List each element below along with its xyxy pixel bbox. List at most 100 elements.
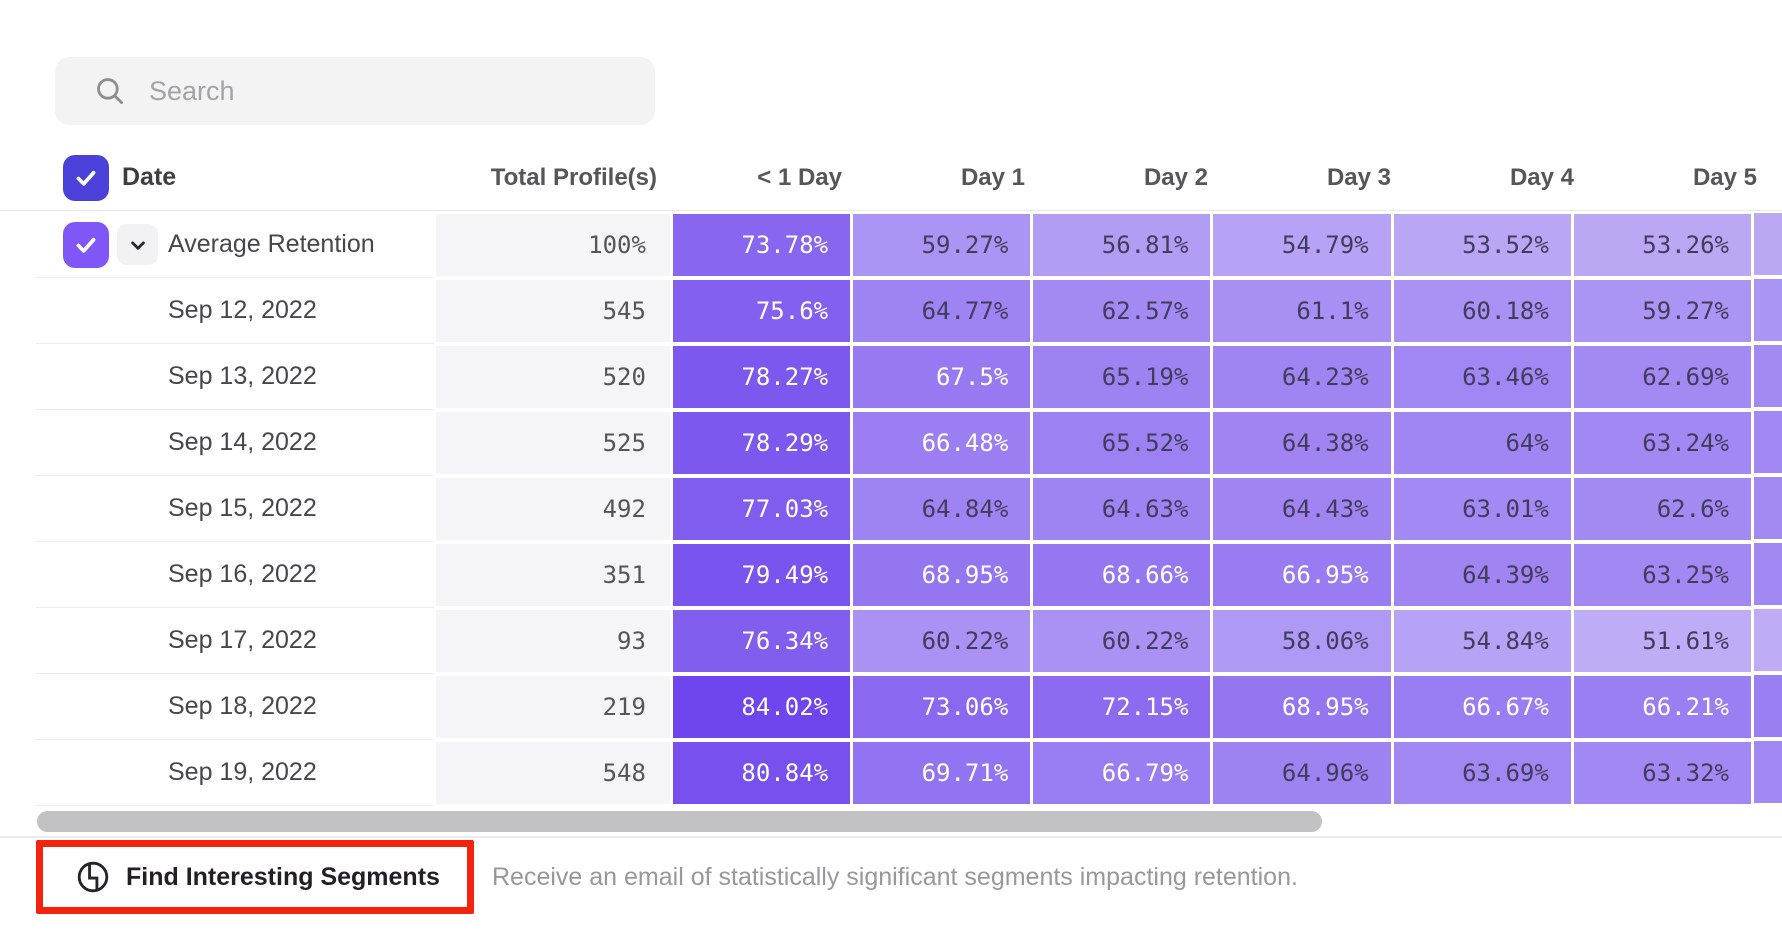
retention-cell[interactable]: 68.95%	[853, 544, 1031, 606]
total-profiles-cell: 548	[434, 740, 671, 806]
retention-cell[interactable]: 73.06%	[853, 676, 1031, 738]
expand-collapse-button[interactable]	[117, 224, 158, 265]
retention-cell[interactable]: 64.96%	[1213, 742, 1391, 804]
retention-cell[interactable]: 63.46%	[1393, 346, 1571, 408]
retention-cell[interactable]: 79.49%	[672, 544, 851, 606]
retention-cell[interactable]: 63.01%	[1393, 478, 1571, 540]
row-label: Sep 16, 2022	[168, 560, 317, 588]
retention-cell-wrap: 64.63%	[1032, 476, 1212, 542]
retention-cell[interactable]: 75.6%	[672, 280, 851, 342]
retention-cell[interactable]: 78.27%	[672, 346, 851, 408]
retention-cell[interactable]: 54.84%	[1393, 610, 1571, 672]
retention-cell[interactable]: 59.27%	[1573, 280, 1751, 342]
retention-cell[interactable]: 59.27%	[853, 214, 1031, 276]
partial-retention-cell[interactable]	[1753, 675, 1782, 737]
retention-cell[interactable]: 76.34%	[672, 610, 851, 672]
retention-cell-wrap: 68.95%	[1212, 674, 1392, 740]
retention-cell[interactable]: 63.32%	[1573, 742, 1751, 804]
retention-cell-wrap: 60.22%	[1032, 608, 1212, 674]
row-label-cell[interactable]: Sep 17, 2022	[36, 608, 435, 674]
retention-cell-wrap: 64%	[1392, 410, 1572, 476]
retention-cell[interactable]: 56.81%	[1033, 214, 1211, 276]
retention-cell[interactable]: 66.48%	[853, 412, 1031, 474]
retention-cell-wrap: 63.25%	[1572, 542, 1752, 608]
retention-cell[interactable]: 67.5%	[853, 346, 1031, 408]
retention-cell[interactable]: 63.69%	[1393, 742, 1571, 804]
row-label-cell[interactable]: Sep 16, 2022	[36, 542, 435, 608]
partial-retention-cell[interactable]	[1753, 543, 1782, 605]
retention-cell-wrap: 78.29%	[671, 410, 851, 476]
total-profiles-value: 100%	[435, 214, 670, 276]
retention-cell[interactable]: 53.26%	[1573, 214, 1751, 276]
retention-cell-wrap: 73.06%	[852, 674, 1032, 740]
retention-cell-wrap: 59.27%	[1572, 278, 1752, 344]
retention-cell[interactable]: 64%	[1393, 412, 1571, 474]
retention-cell[interactable]: 62.69%	[1573, 346, 1751, 408]
retention-cell-wrap: 58.06%	[1212, 608, 1392, 674]
retention-cell[interactable]: 62.57%	[1033, 280, 1211, 342]
retention-cell-wrap: 64.84%	[852, 476, 1032, 542]
row-label-cell[interactable]: Sep 15, 2022	[36, 476, 435, 542]
retention-cell[interactable]: 51.61%	[1573, 610, 1751, 672]
row-checkbox[interactable]	[63, 221, 109, 268]
retention-cell[interactable]: 60.22%	[1033, 610, 1211, 672]
retention-cell[interactable]: 63.24%	[1573, 412, 1751, 474]
retention-cell-wrap: 54.79%	[1212, 212, 1392, 278]
retention-cell[interactable]: 53.52%	[1393, 214, 1571, 276]
retention-cell[interactable]: 65.52%	[1033, 412, 1211, 474]
retention-cell[interactable]: 63.25%	[1573, 544, 1751, 606]
search-input[interactable]	[147, 74, 631, 108]
row-label-cell[interactable]: Average Retention	[36, 212, 435, 278]
retention-cell-wrap: 60.18%	[1392, 278, 1572, 344]
retention-cell[interactable]: 62.6%	[1573, 478, 1751, 540]
retention-cell[interactable]: 66.21%	[1573, 676, 1751, 738]
day-column-header: Day 4	[1509, 163, 1574, 191]
retention-cell[interactable]: 80.84%	[672, 742, 851, 804]
find-interesting-segments-button[interactable]: Find Interesting Segments	[43, 859, 440, 895]
retention-cell[interactable]: 64.38%	[1213, 412, 1391, 474]
row-label-cell[interactable]: Sep 18, 2022	[36, 674, 435, 740]
retention-cell[interactable]: 64.43%	[1213, 478, 1391, 540]
retention-cell[interactable]: 68.95%	[1213, 676, 1391, 738]
retention-cell[interactable]: 69.71%	[853, 742, 1031, 804]
select-all-checkbox[interactable]	[63, 154, 109, 201]
retention-cell[interactable]: 73.78%	[672, 214, 851, 276]
scrollbar-thumb[interactable]	[37, 811, 1322, 832]
retention-cell[interactable]: 77.03%	[672, 478, 851, 540]
retention-cell[interactable]: 72.15%	[1033, 676, 1211, 738]
row-label: Sep 12, 2022	[168, 296, 317, 324]
retention-cell[interactable]: 84.02%	[672, 676, 851, 738]
row-label-cell[interactable]: Sep 13, 2022	[36, 344, 435, 410]
row-label-cell[interactable]: Sep 19, 2022	[36, 740, 435, 806]
retention-cell-wrap: 78.27%	[671, 344, 851, 410]
retention-cell-wrap: 61.1%	[1212, 278, 1392, 344]
retention-cell[interactable]: 60.22%	[853, 610, 1031, 672]
retention-cell[interactable]: 66.95%	[1213, 544, 1391, 606]
partial-retention-cell[interactable]	[1753, 213, 1782, 275]
row-label-cell[interactable]: Sep 12, 2022	[36, 278, 435, 344]
partial-retention-cell[interactable]	[1753, 477, 1782, 539]
partial-retention-cell[interactable]	[1753, 411, 1782, 473]
retention-cell[interactable]: 61.1%	[1213, 280, 1391, 342]
retention-cell[interactable]: 54.79%	[1213, 214, 1391, 276]
retention-cell[interactable]: 78.29%	[672, 412, 851, 474]
retention-cell[interactable]: 64.77%	[853, 280, 1031, 342]
chevron-down-icon	[130, 240, 145, 250]
retention-cell[interactable]: 58.06%	[1213, 610, 1391, 672]
retention-cell[interactable]: 68.66%	[1033, 544, 1211, 606]
partial-retention-cell[interactable]	[1753, 345, 1782, 407]
retention-cell[interactable]: 66.67%	[1393, 676, 1571, 738]
retention-cell[interactable]: 64.39%	[1393, 544, 1571, 606]
partial-retention-cell[interactable]	[1753, 279, 1782, 341]
partial-retention-cell[interactable]	[1753, 609, 1782, 671]
retention-cell[interactable]: 64.84%	[853, 478, 1031, 540]
retention-cell[interactable]: 60.18%	[1393, 280, 1571, 342]
row-label-cell[interactable]: Sep 14, 2022	[36, 410, 435, 476]
retention-cell[interactable]: 64.63%	[1033, 478, 1211, 540]
retention-cell[interactable]: 66.79%	[1033, 742, 1211, 804]
retention-cell[interactable]: 64.23%	[1213, 346, 1391, 408]
retention-cell[interactable]: 65.19%	[1033, 346, 1211, 408]
partial-retention-cell[interactable]	[1753, 741, 1782, 803]
retention-cell-wrap: 66.21%	[1572, 674, 1752, 740]
retention-cell-wrap: 68.95%	[852, 542, 1032, 608]
